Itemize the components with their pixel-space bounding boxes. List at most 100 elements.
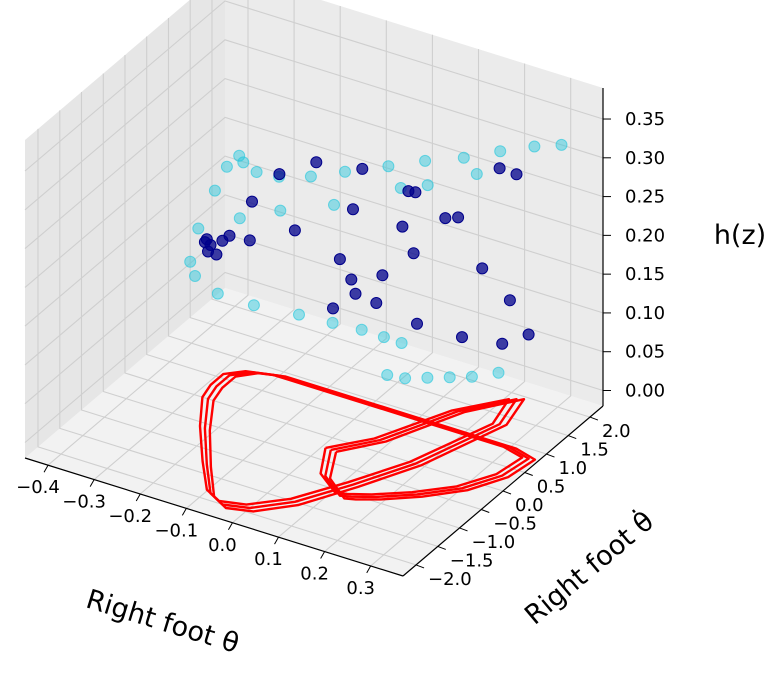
z-gridline (24, 116, 604, 288)
dark-series-point (522, 328, 535, 341)
dark-series-point (493, 162, 506, 175)
y-tick-label: 2.0 (602, 421, 631, 442)
y-tick (589, 416, 599, 421)
x-axis-label: Right foot θ (82, 584, 242, 660)
y-tick-label: −1.5 (450, 550, 494, 571)
projection-curve (203, 371, 530, 510)
light-series-point (470, 168, 483, 180)
y-gridline (59, 110, 438, 547)
x-tick (181, 508, 187, 516)
y-gridline (102, 73, 482, 511)
light-series-point (555, 138, 568, 151)
light-series-point (381, 369, 394, 381)
tick-marks (43, 118, 611, 574)
z-tick-label: 0.25 (625, 187, 665, 208)
z-tick-label: 0.00 (625, 381, 665, 402)
x-tick (320, 551, 326, 559)
z-gridline (24, 194, 604, 366)
x-tick (228, 522, 233, 531)
x-tick (89, 479, 95, 487)
dark-series-point (327, 302, 339, 315)
projection-curve (208, 372, 537, 513)
axes-panes (25, 0, 603, 576)
z-gridline (24, 155, 604, 327)
x-tick-label: 0.0 (208, 535, 237, 556)
dark-series-point (349, 287, 362, 300)
dark-series-point (411, 317, 423, 330)
light-series-point (220, 160, 233, 173)
dark-series-point (273, 168, 286, 181)
projection-curve (198, 370, 524, 506)
dark-series-point (396, 220, 409, 233)
dark-series-point (452, 211, 465, 224)
dark-series-point (402, 185, 415, 198)
dark-series-point (356, 162, 369, 175)
light-series-point (233, 212, 246, 225)
light-series-point (274, 204, 287, 217)
y-tick-label: 1.5 (580, 440, 609, 461)
dark-series-point (310, 156, 323, 169)
y-gridline (211, 0, 591, 418)
z-gridline (24, 0, 604, 172)
y-tick-label: 0.5 (537, 477, 566, 498)
dark-series-point (210, 248, 223, 261)
y-tick (568, 435, 577, 440)
y-tick-label: 1.0 (559, 458, 588, 479)
tick-labels: −0.4−0.3−0.2−0.1 0.0 0.1 0.2 0.3 −2.0−1.5−1.0… (16, 109, 665, 599)
y-tick (546, 453, 555, 458)
light-series-point (250, 166, 263, 178)
light-series-point (465, 370, 478, 383)
light-series-point (184, 255, 197, 268)
y-gridline (167, 18, 547, 455)
light-series-point (443, 371, 456, 384)
light-series-point (492, 366, 505, 379)
dark-series-point (496, 337, 509, 350)
y-tick (415, 564, 425, 569)
light-series-point (419, 154, 432, 167)
light-series-point (457, 151, 470, 164)
y-tick (459, 527, 468, 532)
x-tick (274, 536, 279, 545)
y-gridline (37, 128, 417, 566)
dark-series-point (288, 224, 301, 237)
light-series-point (395, 337, 408, 349)
dark-series-point (510, 168, 523, 181)
light-series-point (382, 160, 395, 173)
x-tick-label: 0.3 (346, 578, 375, 599)
x-tick-label: 0.1 (254, 549, 283, 570)
x-gridline (278, 49, 480, 538)
y-tick (524, 472, 533, 476)
y-axis-label: Right foot θ̇ (518, 504, 660, 631)
light-series-point (528, 140, 541, 153)
dark-series-point (503, 294, 516, 307)
dark-series-point (456, 331, 468, 344)
x-tick (135, 493, 141, 502)
y-tick (437, 545, 446, 550)
y-tick-label: −1.0 (472, 532, 516, 553)
z-tick-label: 0.15 (625, 264, 665, 285)
light-series-point (328, 198, 340, 211)
light-series-point (326, 316, 339, 329)
light-series-point (494, 145, 507, 158)
dark-series-point (243, 234, 256, 247)
x-tick-label: −0.3 (62, 492, 106, 513)
z-tick-label: 0.10 (625, 303, 665, 324)
y-tick (481, 509, 490, 513)
z-axis-label: h(z) (714, 220, 766, 251)
y-tick-label: 0.0 (515, 495, 544, 516)
z-gridline (24, 77, 604, 250)
light-series-point (304, 170, 317, 183)
light-series-point (192, 222, 205, 235)
y-tick-label: −2.0 (428, 569, 472, 590)
dark-series-point (333, 253, 346, 266)
dark-series-point (376, 269, 389, 282)
x-gridline (370, 77, 572, 567)
x-tick-label: 0.2 (300, 564, 329, 585)
dark-series-point (439, 212, 452, 225)
y-tick (502, 490, 512, 495)
z-gridline (24, 271, 604, 443)
x-gridline (185, 20, 387, 509)
light-series-point (211, 287, 224, 300)
y-tick-label: −0.5 (493, 514, 537, 535)
